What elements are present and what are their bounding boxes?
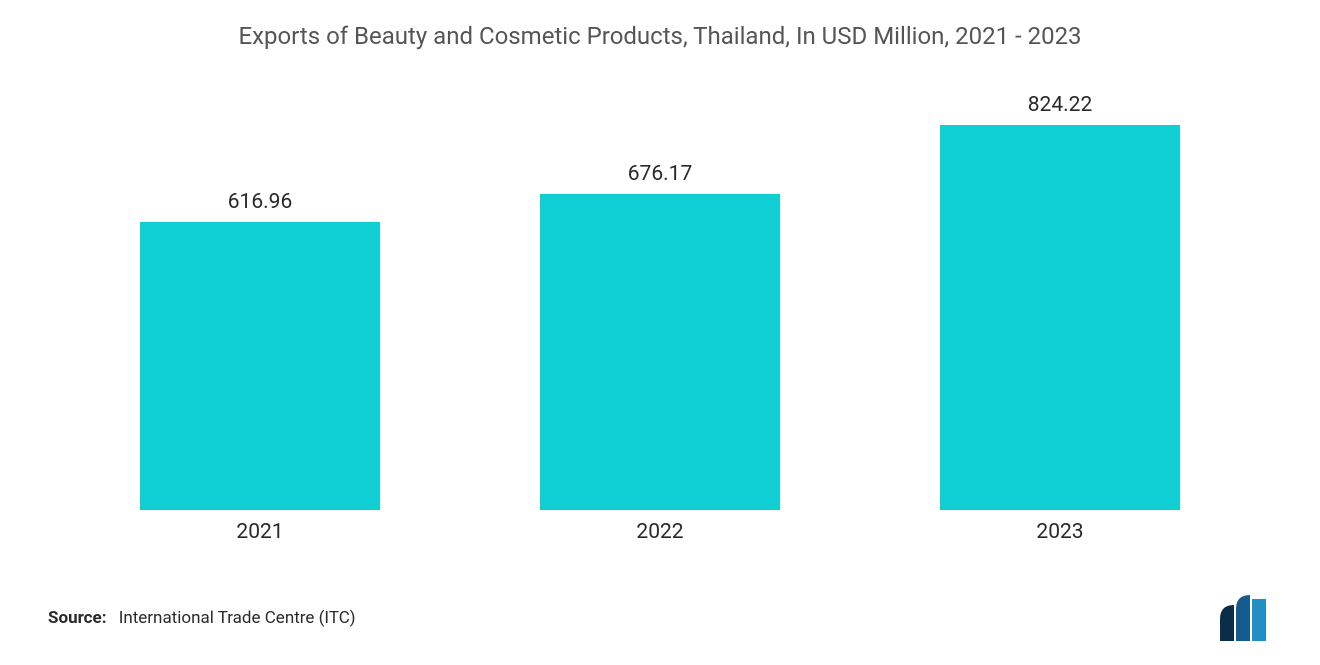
x-label: 2023 <box>862 520 1258 544</box>
bar-group-2: 824.22 <box>862 60 1258 510</box>
bar-group-0: 616.96 <box>62 60 458 510</box>
bar-value-label: 824.22 <box>1028 93 1093 117</box>
bar-group-1: 676.17 <box>462 60 858 510</box>
chart-footer: Source: International Trade Centre (ITC) <box>48 595 1272 641</box>
x-label: 2021 <box>62 520 458 544</box>
bar-2 <box>940 125 1180 510</box>
x-label: 2022 <box>462 520 858 544</box>
bar-1 <box>540 194 780 510</box>
bar-value-label: 616.96 <box>228 190 293 214</box>
chart-title: Exports of Beauty and Cosmetic Products,… <box>0 0 1320 60</box>
x-axis-labels: 2021 2022 2023 <box>60 520 1260 544</box>
bar-0 <box>140 222 380 510</box>
chart-plot-area: 616.96 676.17 824.22 <box>60 60 1260 510</box>
source-text: International Trade Centre (ITC) <box>119 608 356 628</box>
source-attribution: Source: International Trade Centre (ITC) <box>48 608 356 628</box>
source-label: Source: <box>48 608 106 628</box>
brand-logo-icon <box>1220 595 1272 641</box>
bar-value-label: 676.17 <box>628 162 693 186</box>
chart-container: Exports of Beauty and Cosmetic Products,… <box>0 0 1320 665</box>
